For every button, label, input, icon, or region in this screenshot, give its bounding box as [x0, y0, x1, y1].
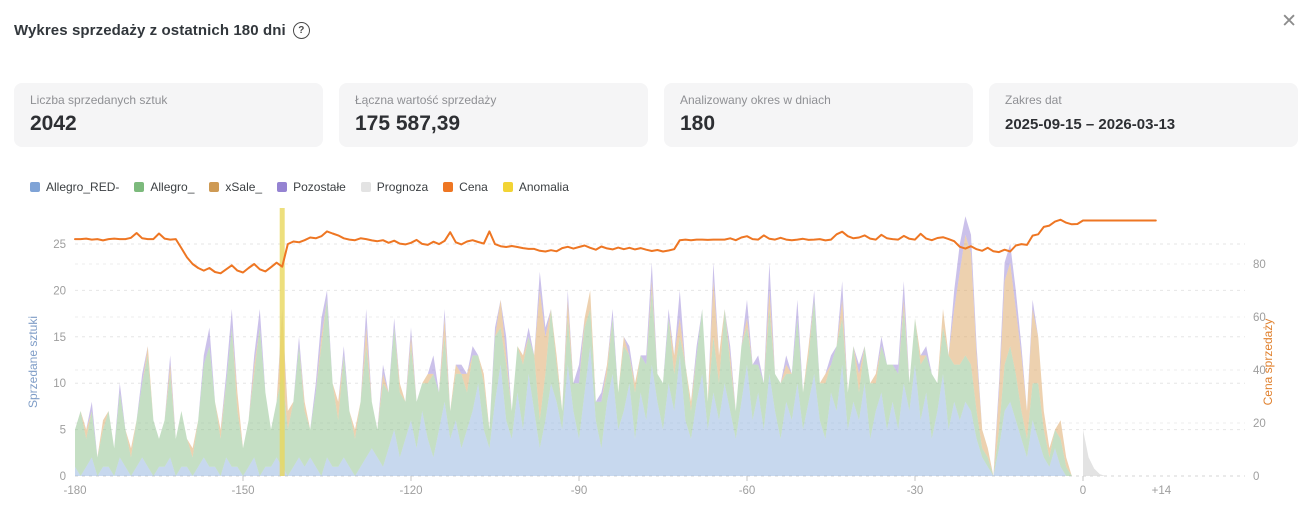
legend-label: Anomalia — [518, 180, 569, 194]
stat-label: Liczba sprzedanych sztuk — [30, 93, 168, 107]
legend-item-cena[interactable]: Cena — [443, 180, 488, 194]
left-axis-title: Sprzedane sztuki — [26, 316, 40, 408]
legend-item-allegro[interactable]: Allegro_ — [134, 180, 194, 194]
svg-text:5: 5 — [60, 425, 66, 437]
legend-label: Pozostałe — [293, 180, 346, 194]
stat-value: 175 587,39 — [355, 112, 461, 135]
close-icon[interactable]: ✕ — [1281, 11, 1297, 32]
legend-item-anomalia[interactable]: Anomalia — [502, 180, 569, 194]
stat-label: Zakres dat — [1005, 93, 1062, 107]
svg-text:-120: -120 — [399, 485, 422, 497]
modal-header: Wykres sprzedaży z ostatnich 180 dni ? — [0, 0, 1313, 39]
svg-text:0: 0 — [1080, 485, 1086, 497]
stat-value: 2042 — [30, 112, 77, 135]
svg-text:20: 20 — [1253, 418, 1266, 430]
svg-text:15: 15 — [53, 332, 66, 344]
legend-swatch-icon — [360, 182, 371, 192]
svg-text:10: 10 — [53, 378, 66, 390]
svg-text:40: 40 — [1253, 365, 1266, 377]
legend-item-prognoza[interactable]: Prognoza — [360, 180, 429, 194]
svg-text:-60: -60 — [739, 485, 756, 497]
svg-text:-150: -150 — [231, 485, 254, 497]
stat-card-period-days: Analizowany okres w dniach 180 — [664, 83, 973, 147]
right-axis-title: Cena sprzedaży — [1261, 319, 1275, 406]
svg-text:80: 80 — [1253, 259, 1266, 271]
legend-label: Prognoza — [376, 180, 429, 194]
help-icon[interactable]: ? — [292, 22, 310, 39]
stat-label: Łączna wartość sprzedaży — [355, 93, 497, 107]
legend-swatch-icon — [209, 182, 220, 192]
legend-label: Allegro_ — [150, 180, 195, 194]
svg-text:-90: -90 — [571, 485, 588, 497]
legend-swatch-icon — [443, 182, 454, 192]
legend-swatch-icon — [134, 182, 145, 192]
legend-item-allegro-red[interactable]: Allegro_RED- — [30, 180, 119, 194]
stat-card-total-sales: Łączna wartość sprzedaży 175 587,39 — [339, 83, 648, 147]
legend-swatch-icon — [502, 182, 513, 192]
stat-value: 2025-09-15 – 2026-03-13 — [1005, 116, 1176, 133]
svg-text:60: 60 — [1253, 312, 1266, 324]
stat-label: Analizowany okres w dniach — [680, 93, 831, 107]
svg-text:20: 20 — [53, 285, 66, 297]
legend-swatch-icon — [30, 182, 40, 192]
svg-text:+14: +14 — [1152, 485, 1172, 497]
svg-text:25: 25 — [53, 239, 66, 251]
stats-row: Liczba sprzedanych sztuk 2042 Łączna war… — [14, 83, 1298, 147]
stat-card-units-sold: Liczba sprzedanych sztuk 2042 — [14, 83, 323, 147]
legend-label: xSale_ — [225, 180, 263, 194]
sales-chart: -180 -150 -120 -90 -60 -30 0 +14 0 5 10 15 20 25 0 20 40… — [26, 208, 1275, 497]
legend-swatch-icon — [277, 182, 288, 192]
page-title: Wykres sprzedaży z ostatnich 180 dni — [14, 22, 286, 39]
legend-item-pozostale[interactable]: Pozostałe — [277, 180, 346, 194]
legend-item-xsale[interactable]: xSale_ — [209, 180, 262, 194]
svg-text:0: 0 — [60, 471, 66, 483]
stat-value: 180 — [680, 112, 716, 135]
svg-text:0: 0 — [1253, 471, 1259, 483]
stat-card-date-range: Zakres dat 2025-09-15 – 2026-03-13 — [989, 83, 1298, 147]
legend-label: Allegro_RED- — [46, 180, 120, 194]
svg-text:-180: -180 — [63, 485, 86, 497]
chart-legend: Allegro_RED- Allegro_ xSale_ Pozostałe P… — [30, 180, 1313, 194]
svg-text:-30: -30 — [907, 485, 924, 497]
legend-label: Cena — [459, 180, 488, 194]
